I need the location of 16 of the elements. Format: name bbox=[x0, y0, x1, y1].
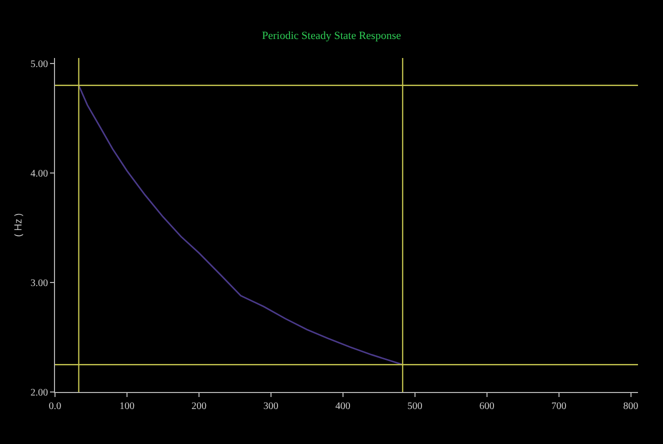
x-tick-label: 200 bbox=[191, 401, 206, 412]
y-tick-label: 4.00 bbox=[30, 168, 48, 180]
x-tick-label: 400 bbox=[335, 401, 350, 412]
x-tick-label: 800 bbox=[623, 401, 638, 412]
y-tick-label: 2.00 bbox=[30, 388, 48, 398]
y-tick-label: 5.00 bbox=[30, 58, 48, 70]
x-tick-label: 500 bbox=[407, 401, 422, 412]
x-tick-label: 300 bbox=[263, 401, 278, 412]
y-tick-label: 3.00 bbox=[30, 278, 48, 289]
line-series bbox=[78, 84, 404, 366]
x-tick-label: 0.0 bbox=[48, 401, 62, 412]
x-tick-label: 700 bbox=[551, 401, 566, 412]
y-axis-title: ( Hz ) bbox=[10, 213, 24, 237]
x-tick-label: 600 bbox=[479, 401, 494, 412]
chart-title: Periodic Steady State Response bbox=[262, 30, 402, 42]
x-tick-label: 100 bbox=[119, 401, 134, 412]
